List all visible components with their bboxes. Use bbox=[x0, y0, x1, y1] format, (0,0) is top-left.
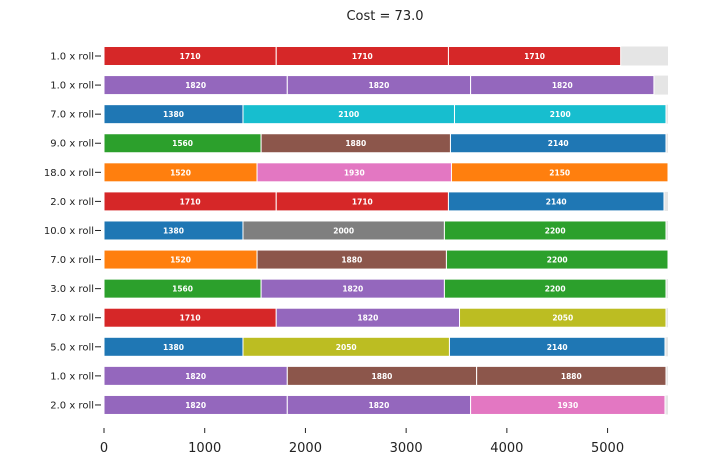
segment-label: 1560 bbox=[172, 139, 193, 148]
bar-segment bbox=[476, 365, 667, 386]
segment-label: 2200 bbox=[545, 285, 566, 294]
bar-segment bbox=[459, 307, 667, 328]
segment-label: 1820 bbox=[185, 81, 206, 90]
segment-label: 2140 bbox=[546, 197, 567, 206]
segment-label: 1820 bbox=[552, 81, 573, 90]
bar-row: 1710 1710 2140 bbox=[103, 191, 668, 212]
segment-label: 1710 bbox=[180, 314, 201, 323]
segment-label: 1930 bbox=[344, 168, 365, 177]
chart-title: Cost = 73.0 bbox=[346, 9, 423, 24]
segment-label: 2050 bbox=[552, 314, 573, 323]
segment-label: 2200 bbox=[545, 226, 566, 235]
segment-label: 2100 bbox=[338, 110, 359, 119]
segment-label: 1520 bbox=[170, 168, 191, 177]
segment-label: 1560 bbox=[172, 285, 193, 294]
y-tick-label: 18.0 x roll bbox=[44, 168, 94, 179]
segment-label: 2050 bbox=[336, 343, 357, 352]
bar-segment bbox=[443, 278, 667, 299]
y-tick-label: 5.0 x roll bbox=[50, 342, 94, 353]
segment-label: 1380 bbox=[163, 226, 184, 235]
segment-label: 1380 bbox=[163, 110, 184, 119]
y-tick-label: 9.0 x roll bbox=[50, 139, 94, 150]
segment-label: 1380 bbox=[163, 343, 184, 352]
y-tick-label: 2.0 x roll bbox=[50, 197, 94, 208]
segment-label: 1820 bbox=[185, 401, 206, 410]
bar-segment bbox=[470, 75, 655, 96]
segment-label: 1710 bbox=[524, 52, 545, 61]
bar-row: 1820 1820 1820 bbox=[103, 75, 668, 96]
bar-segment bbox=[448, 336, 666, 357]
y-tick-label: 2.0 x roll bbox=[50, 400, 94, 411]
y-tick-label: 1.0 x roll bbox=[50, 81, 94, 92]
bar-row: 1710 1820 2050 bbox=[103, 307, 668, 328]
x-tick-label: 3000 bbox=[390, 441, 423, 456]
y-tick-label: 7.0 x roll bbox=[50, 255, 94, 266]
segment-label: 2140 bbox=[547, 343, 568, 352]
x-tick-label: 4000 bbox=[490, 441, 523, 456]
segment-label: 1710 bbox=[352, 52, 373, 61]
x-axis: 0 1000 2000 3000 4000 5000 bbox=[100, 428, 624, 456]
segment-label: 2100 bbox=[550, 110, 571, 119]
segment-label: 1820 bbox=[369, 401, 390, 410]
y-tick-label: 1.0 x roll bbox=[50, 52, 94, 63]
y-tick-label: 3.0 x roll bbox=[50, 284, 94, 295]
bar-row: 1560 1880 2140 bbox=[103, 133, 668, 154]
segment-label: 1820 bbox=[342, 285, 363, 294]
bar-row: 1710 1710 1710 bbox=[103, 46, 668, 66]
y-tick-label: 7.0 x roll bbox=[50, 110, 94, 121]
bar-segment bbox=[470, 394, 666, 415]
segment-label: 1820 bbox=[369, 81, 390, 90]
segment-label: 1820 bbox=[185, 372, 206, 381]
segment-label: 2140 bbox=[548, 139, 569, 148]
y-tick-label: 1.0 x roll bbox=[50, 371, 94, 382]
bar-row: 1380 2000 2200 bbox=[103, 220, 668, 241]
bar-row: 1560 1820 2200 bbox=[103, 278, 668, 299]
segment-label: 2200 bbox=[547, 256, 568, 265]
bar-row: 1820 1880 1880 bbox=[103, 365, 668, 386]
bar-segment bbox=[449, 133, 667, 154]
bar-segment bbox=[450, 162, 669, 183]
y-axis-labels: 1.0 x roll 1.0 x roll 7.0 x roll 9.0 x roll… bbox=[44, 52, 101, 411]
x-tick-label: 0 bbox=[100, 441, 108, 456]
bar-row: 1380 2100 2100 bbox=[103, 104, 668, 125]
segment-label: 1880 bbox=[341, 256, 362, 265]
bar-segment bbox=[447, 46, 622, 66]
bar-row: 1520 1930 2150 bbox=[103, 162, 669, 183]
segment-label: 1880 bbox=[372, 372, 393, 381]
bar-segment bbox=[447, 191, 665, 212]
segment-label: 1880 bbox=[345, 139, 366, 148]
segment-label: 1880 bbox=[561, 372, 582, 381]
bar-segment bbox=[453, 104, 667, 125]
bar-row: 1820 1820 1930 bbox=[103, 394, 668, 415]
bar-row: 1380 2050 2140 bbox=[103, 336, 668, 357]
segment-label: 1710 bbox=[180, 52, 201, 61]
segment-label: 2150 bbox=[549, 168, 570, 177]
segment-label: 1710 bbox=[352, 197, 373, 206]
x-tick-label: 5000 bbox=[591, 441, 624, 456]
bars-group: 1710 1710 1710 1820 1820 1820 1380 2100 2100 1560… bbox=[103, 46, 669, 415]
segment-label: 1710 bbox=[180, 197, 201, 206]
bar-segment bbox=[443, 220, 667, 241]
bar-row: 1520 1880 2200 bbox=[103, 249, 669, 270]
y-tick-label: 7.0 x roll bbox=[50, 313, 94, 324]
x-tick-label: 2000 bbox=[289, 441, 322, 456]
segment-label: 1930 bbox=[557, 401, 578, 410]
segment-label: 1820 bbox=[357, 314, 378, 323]
x-tick-label: 1000 bbox=[188, 441, 221, 456]
y-tick-label: 10.0 x roll bbox=[44, 226, 94, 237]
segment-label: 2000 bbox=[333, 226, 354, 235]
segment-label: 1520 bbox=[170, 256, 191, 265]
bar-segment bbox=[445, 249, 669, 270]
